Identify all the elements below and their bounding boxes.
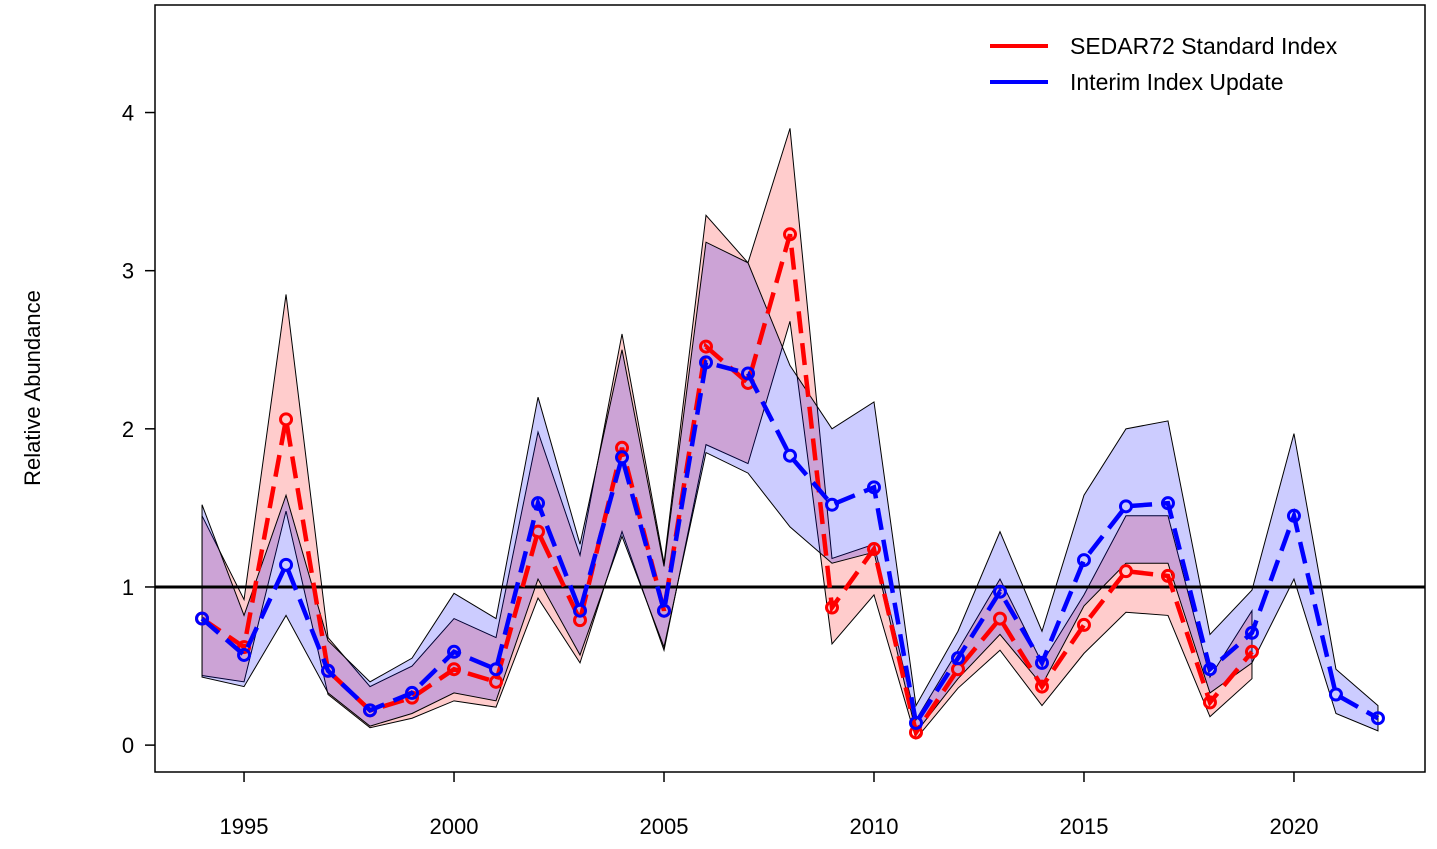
y-tick-label: 0 [122, 733, 134, 758]
x-tick-label: 2020 [1269, 814, 1318, 839]
data-point [447, 644, 462, 659]
data-point [1202, 662, 1217, 677]
data-point [908, 715, 923, 730]
data-point [1160, 496, 1175, 511]
x-tick-label: 1995 [220, 814, 269, 839]
data-point [1160, 568, 1175, 583]
data-point [992, 584, 1007, 599]
x-tick-label: 2010 [850, 814, 899, 839]
data-point [573, 603, 588, 618]
data-point [866, 542, 881, 557]
data-point [992, 611, 1007, 626]
data-point [237, 647, 252, 662]
y-tick-label: 2 [122, 417, 134, 442]
data-point [1076, 617, 1091, 632]
series-line [200, 233, 1254, 739]
data-point [1244, 625, 1259, 640]
data-point [279, 412, 294, 427]
data-point [657, 603, 672, 618]
x-tick-label: 2005 [640, 814, 689, 839]
y-tick-label: 3 [122, 259, 134, 284]
data-point [699, 339, 714, 354]
data-point [1076, 553, 1091, 568]
data-point [573, 613, 588, 628]
data-point [866, 480, 881, 495]
data-point [363, 703, 378, 718]
data-point [1118, 564, 1133, 579]
data-point [1034, 679, 1049, 694]
data-point [824, 600, 839, 615]
data-point [1034, 655, 1049, 670]
data-point [1244, 644, 1259, 659]
x-tick-label: 2015 [1060, 814, 1109, 839]
confidence-band [201, 241, 1379, 734]
data-point [783, 227, 797, 242]
data-point [908, 725, 923, 740]
data-point [1328, 687, 1343, 702]
confidence-band [201, 128, 1253, 740]
data-point [531, 496, 546, 511]
y-tick-label: 4 [122, 101, 134, 126]
data-point [1202, 695, 1217, 710]
data-point [824, 497, 839, 512]
data-point [615, 450, 630, 465]
data-point [489, 662, 504, 677]
data-point [405, 685, 420, 700]
data-point [1286, 508, 1301, 523]
data-point [1118, 499, 1133, 514]
legend-label: Interim Index Update [1070, 69, 1284, 95]
data-point [1370, 711, 1385, 726]
plot-frame [154, 4, 1426, 773]
x-tick-label: 2000 [430, 814, 479, 839]
data-point [699, 355, 714, 370]
data-point [447, 662, 462, 677]
data-point [279, 557, 294, 572]
legend-label: SEDAR72 Standard Index [1070, 33, 1338, 59]
data-point [489, 674, 504, 689]
data-point [195, 611, 210, 626]
y-axis-label: Relative Abundance [20, 290, 45, 486]
y-tick-label: 1 [122, 575, 134, 600]
data-point [615, 440, 630, 455]
data-point [950, 651, 965, 666]
data-point [321, 663, 336, 678]
data-point [783, 448, 797, 463]
data-point [741, 366, 756, 381]
series-line [200, 359, 1380, 729]
